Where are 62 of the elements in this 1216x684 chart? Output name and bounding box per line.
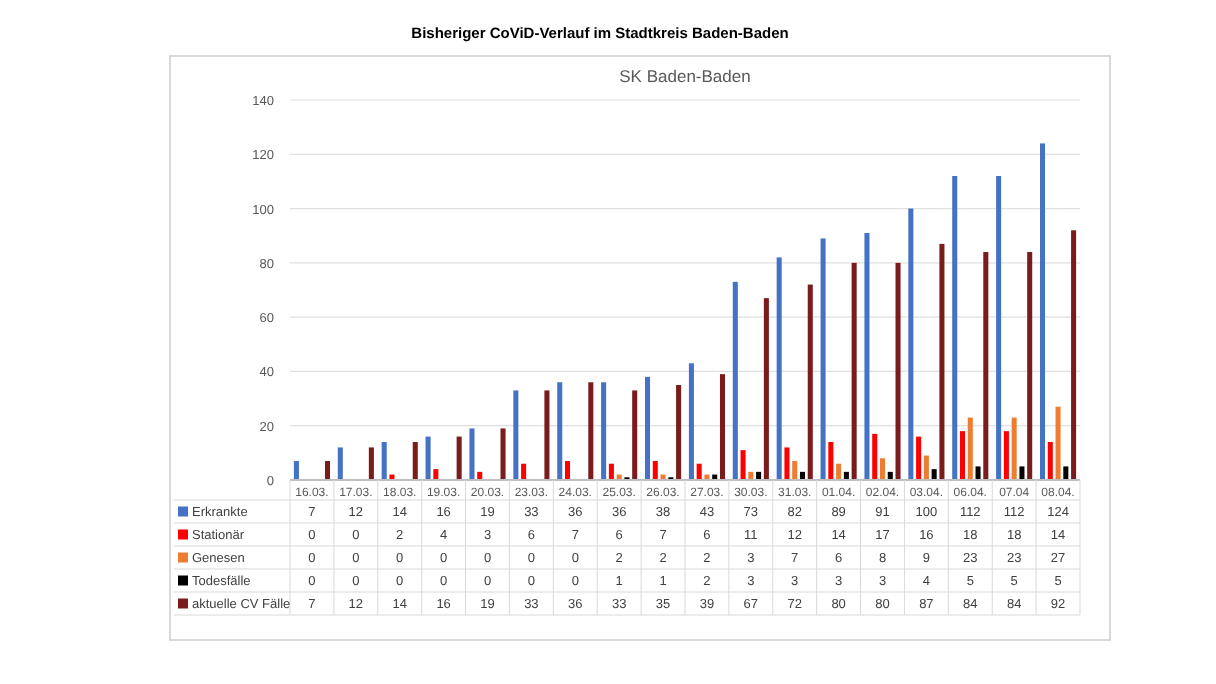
bar xyxy=(740,450,746,480)
bar xyxy=(608,463,614,480)
bar xyxy=(939,243,945,480)
bar xyxy=(337,447,343,480)
bar xyxy=(1003,431,1009,480)
bar xyxy=(652,461,658,480)
bar xyxy=(872,433,878,480)
bar xyxy=(1019,466,1025,480)
bar xyxy=(368,447,374,480)
bar xyxy=(895,262,901,480)
bar xyxy=(959,431,966,480)
bar xyxy=(836,463,842,480)
bar xyxy=(1071,230,1077,480)
bar xyxy=(763,298,769,480)
bar xyxy=(676,385,682,480)
bar xyxy=(381,442,387,480)
bar xyxy=(908,208,914,480)
bar xyxy=(645,376,651,480)
bar xyxy=(719,374,726,480)
bar xyxy=(500,428,506,480)
chart-subtitle: SK Baden-Baden xyxy=(619,66,752,86)
bar xyxy=(996,176,1002,480)
bar xyxy=(967,417,973,480)
bar xyxy=(931,469,937,480)
bar xyxy=(564,461,571,480)
bar xyxy=(456,436,462,480)
bar xyxy=(879,458,886,480)
bar xyxy=(776,257,782,480)
bar xyxy=(792,461,798,480)
bar xyxy=(1063,466,1069,480)
bar xyxy=(588,382,594,480)
bar xyxy=(513,390,519,480)
bar xyxy=(601,382,607,480)
bar xyxy=(1011,417,1017,480)
bar xyxy=(952,176,958,480)
bar xyxy=(916,436,922,480)
bar xyxy=(632,390,638,480)
bar xyxy=(975,466,981,480)
bar xyxy=(1047,442,1053,480)
bar xyxy=(807,284,813,480)
bar xyxy=(469,428,475,480)
bar xyxy=(557,382,563,480)
bar xyxy=(688,363,694,480)
bar xyxy=(1027,252,1033,480)
bar xyxy=(820,238,826,480)
bar xyxy=(433,469,439,480)
bar xyxy=(732,281,738,480)
bar xyxy=(784,447,790,480)
bar xyxy=(1040,143,1046,480)
bar xyxy=(324,461,331,480)
bar xyxy=(923,455,929,480)
bar xyxy=(864,233,870,480)
bar xyxy=(293,461,299,480)
bar xyxy=(1055,406,1061,480)
bar xyxy=(828,442,834,480)
bar xyxy=(425,436,431,480)
bar xyxy=(983,252,989,480)
bar xyxy=(412,442,418,480)
bar xyxy=(544,390,550,480)
bar xyxy=(521,463,527,480)
bar xyxy=(851,262,857,480)
bar xyxy=(696,463,702,480)
